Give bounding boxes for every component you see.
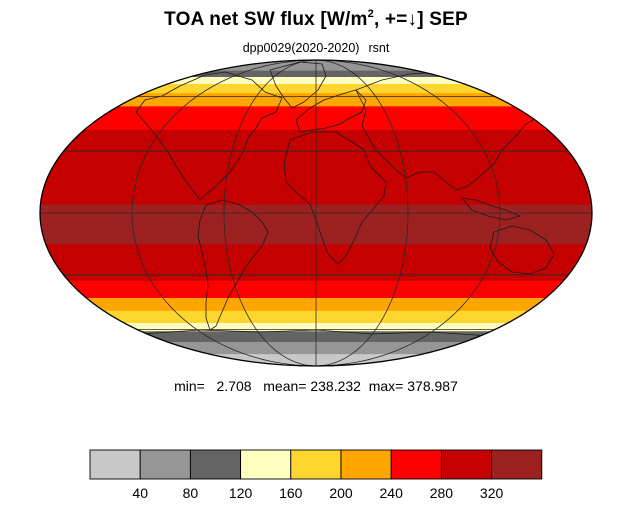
colorbar-tick-label: 200 (329, 485, 353, 501)
australia-outline (489, 225, 555, 275)
title-text: TOA net SW flux [W/m (164, 9, 368, 30)
subtitle-variable: rsnt (368, 41, 390, 55)
africa-outline (283, 131, 387, 265)
colorbar-swatch (440, 449, 493, 480)
colorbar-swatch (290, 449, 342, 480)
colorbar-swatch (491, 449, 543, 480)
plot-title: TOA net SW flux [W/m2, +=↓] SEP (0, 8, 632, 31)
map-border (39, 59, 593, 367)
europe-outline (295, 89, 367, 133)
max-value: 378.987 (407, 378, 458, 394)
title-sign: , += (373, 9, 408, 30)
colorbar-tick-label: 120 (229, 485, 253, 501)
indonesia-outline (461, 197, 521, 221)
colorbar-swatch (89, 449, 141, 480)
continent-outlines (40, 61, 592, 366)
plot-subtitle: dpp0029(2020-2020) rsnt (0, 41, 632, 55)
colorbar-swatch (240, 449, 292, 480)
antarctica-outline (40, 329, 592, 366)
subtitle-run: dpp0029(2020-2020) (242, 41, 360, 55)
min-label: min= (174, 378, 205, 394)
colorbar-swatch (340, 449, 392, 480)
mean-value: 238.232 (310, 378, 361, 394)
colorbar-tick-label: 160 (279, 485, 303, 501)
world-map (39, 59, 593, 367)
mean-label: mean= (263, 378, 307, 394)
colorbar-tick-label: 40 (132, 485, 148, 501)
title-exponent: 2 (367, 8, 374, 20)
title-month: ] SEP (417, 9, 468, 30)
colorbar-tick-label: 320 (480, 485, 504, 501)
max-label: max= (368, 378, 404, 394)
statistics-line: min= 2.708 mean= 238.232 max= 378.987 (0, 378, 632, 394)
colorbar-tick-label: 240 (380, 485, 404, 501)
colorbar-swatch (189, 449, 242, 480)
colorbar-tick-label: 80 (183, 485, 199, 501)
colorbar-swatch (139, 449, 191, 480)
min-value: 2.708 (216, 378, 252, 394)
south-america-outline (197, 199, 269, 331)
colorbar-swatch (390, 449, 442, 480)
colorbar-tick-label: 280 (430, 485, 454, 501)
north-america-outline (135, 71, 283, 201)
down-arrow-icon: ↓ (407, 9, 418, 30)
